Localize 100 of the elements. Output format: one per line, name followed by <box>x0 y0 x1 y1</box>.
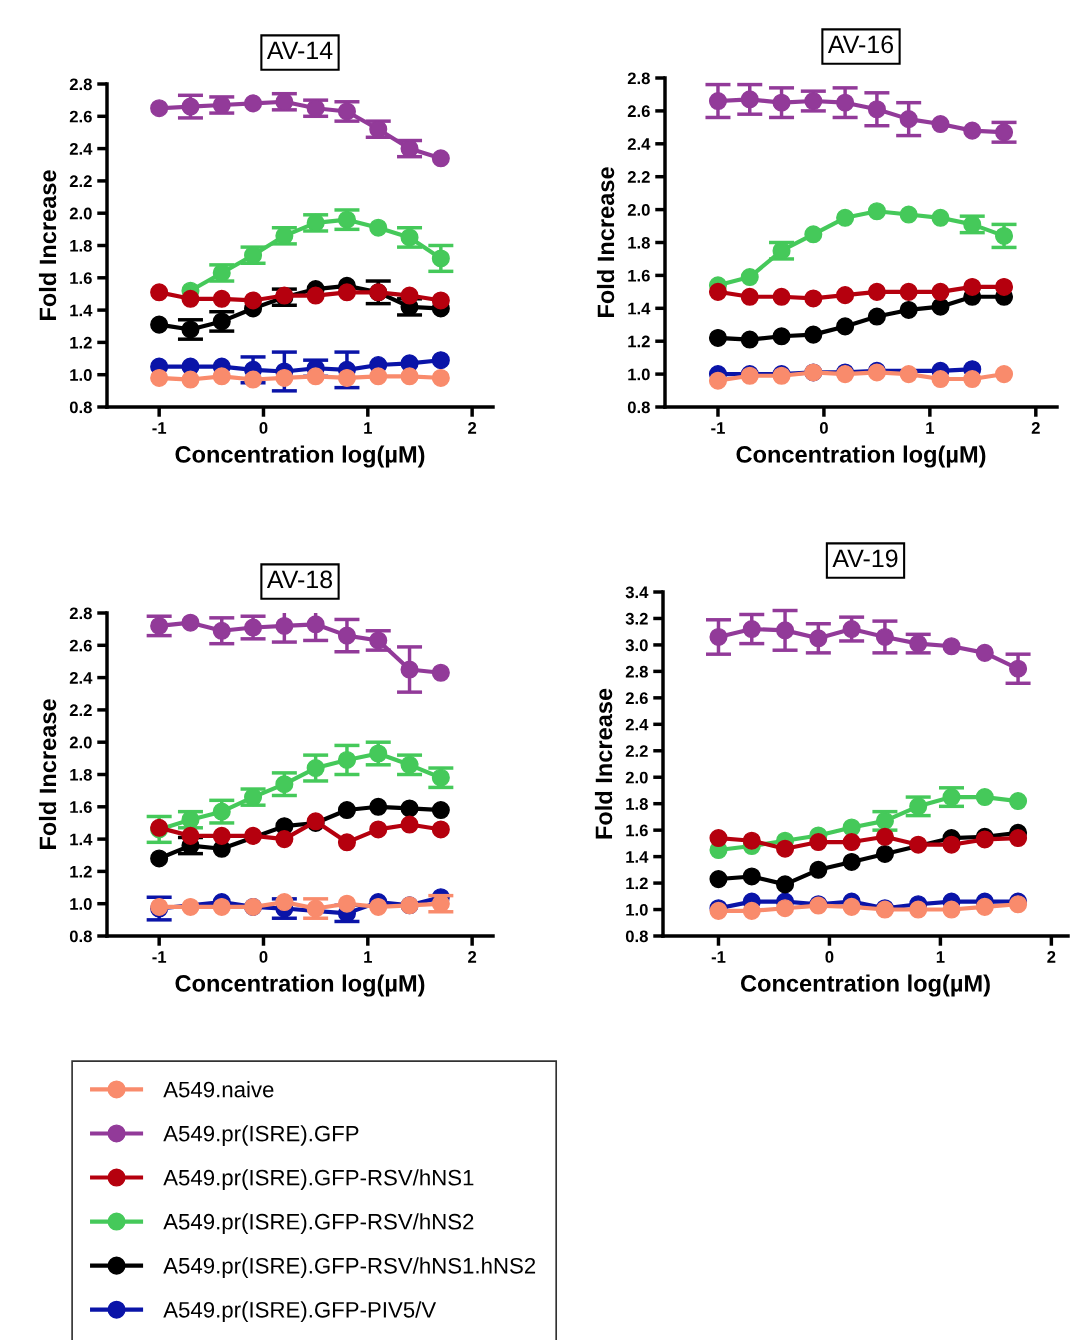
y-tick-label: 2.0 <box>625 771 648 784</box>
y-axis-title: Fold Increase <box>594 688 613 839</box>
point <box>306 615 325 634</box>
point <box>742 901 761 920</box>
point <box>931 297 950 316</box>
y-tick-label: 2.2 <box>625 745 648 757</box>
y-tick-label: 1.8 <box>628 236 650 249</box>
point <box>337 368 356 387</box>
point <box>994 277 1014 296</box>
y-tick-label: 1.6 <box>628 269 650 282</box>
point <box>306 367 325 386</box>
y-tick-label: 1.2 <box>70 336 92 349</box>
point <box>772 93 791 112</box>
y-tick-label: 2.4 <box>627 138 651 150</box>
point <box>431 351 450 370</box>
point <box>963 277 982 296</box>
y-tick-label: 1.8 <box>70 239 92 252</box>
point <box>963 370 982 389</box>
y-tick-label: 2.8 <box>627 72 650 85</box>
y-tick-label: 2.2 <box>69 175 92 187</box>
point <box>804 225 823 244</box>
y-tick-label: 2.6 <box>625 692 648 705</box>
point <box>842 897 861 916</box>
point <box>740 287 759 306</box>
y-tick-label: 0.8 <box>69 401 92 414</box>
point <box>181 370 200 389</box>
chart-title: AV-19 <box>832 549 898 568</box>
y-tick-label: 1.2 <box>626 877 648 890</box>
point <box>772 327 791 346</box>
point <box>150 99 169 118</box>
point <box>400 755 419 774</box>
point <box>836 286 855 305</box>
y-tick-label: 2.6 <box>69 639 92 652</box>
point <box>836 317 855 336</box>
point <box>181 97 200 116</box>
y-tick-label: 1.4 <box>70 304 93 317</box>
point <box>181 613 200 632</box>
y-tick-label: 1.0 <box>70 898 92 910</box>
legend-label: A549.pr(ISRE).GFP-PIV5/V <box>163 1301 437 1323</box>
y-tick-label: 3.4 <box>625 586 649 599</box>
point <box>836 208 855 227</box>
x-tick-label: 1 <box>364 951 372 963</box>
x-tick-label: 0 <box>259 951 268 963</box>
point <box>275 893 294 912</box>
point <box>431 820 450 839</box>
x-tick-label: 0 <box>259 422 268 434</box>
x-axis-title: Concentration log(µM) <box>736 445 986 468</box>
y-tick-label: 2.2 <box>69 704 92 716</box>
x-tick-label: -1 <box>711 422 725 434</box>
y-tick-label: 1.6 <box>626 824 648 837</box>
x-tick-label: 1 <box>926 422 935 434</box>
point <box>931 282 950 301</box>
point <box>975 643 994 662</box>
point <box>776 899 795 918</box>
x-axis-title: Concentration log(µM) <box>175 974 425 997</box>
point <box>909 835 928 854</box>
point <box>181 320 200 339</box>
point <box>212 289 231 308</box>
point <box>150 849 169 868</box>
point <box>400 286 419 305</box>
chart-title: AV-14 <box>266 41 333 59</box>
y-tick-label: 3.0 <box>625 639 648 652</box>
point <box>275 368 294 387</box>
point <box>212 826 231 845</box>
point <box>244 291 263 310</box>
point <box>742 867 761 886</box>
y-tick-label: 0.8 <box>625 930 648 943</box>
point <box>337 283 356 302</box>
point <box>776 875 795 894</box>
point <box>337 750 356 769</box>
x-tick-label: 1 <box>936 951 945 963</box>
point <box>809 629 828 648</box>
point <box>740 268 759 287</box>
point <box>809 833 828 852</box>
point <box>909 900 928 919</box>
legend-label: A549.pr(ISRE).GFP-RSV/hNS1.hNS2 <box>163 1257 536 1279</box>
point <box>244 826 263 845</box>
point <box>306 286 325 305</box>
point <box>369 897 388 916</box>
x-tick-label: 0 <box>819 422 828 434</box>
y-tick-label: 1.0 <box>70 369 92 381</box>
legend-label: A549.pr(ISRE).GFP-RSV/hNS2 <box>163 1213 474 1234</box>
x-tick-label: 2 <box>1047 951 1056 963</box>
y-tick-label: 1.4 <box>628 302 651 315</box>
y-tick-label: 0.8 <box>69 930 92 943</box>
x-axis-title: Concentration log(µM) <box>740 974 990 997</box>
point <box>776 621 795 640</box>
legend-label: A549.pr(ISRE).GFP-RSV/hNS1 <box>163 1169 474 1190</box>
point <box>842 833 861 852</box>
point <box>740 90 759 109</box>
point <box>1009 792 1028 811</box>
y-tick-label: 2.4 <box>69 143 93 155</box>
chart-title: AV-16 <box>827 35 894 54</box>
point <box>867 282 886 301</box>
point <box>369 797 388 816</box>
x-tick-label: 2 <box>468 951 477 963</box>
point <box>337 626 356 645</box>
y-tick-label: 1.0 <box>626 903 648 916</box>
y-tick-label: 2.8 <box>69 78 92 91</box>
point <box>150 368 169 387</box>
